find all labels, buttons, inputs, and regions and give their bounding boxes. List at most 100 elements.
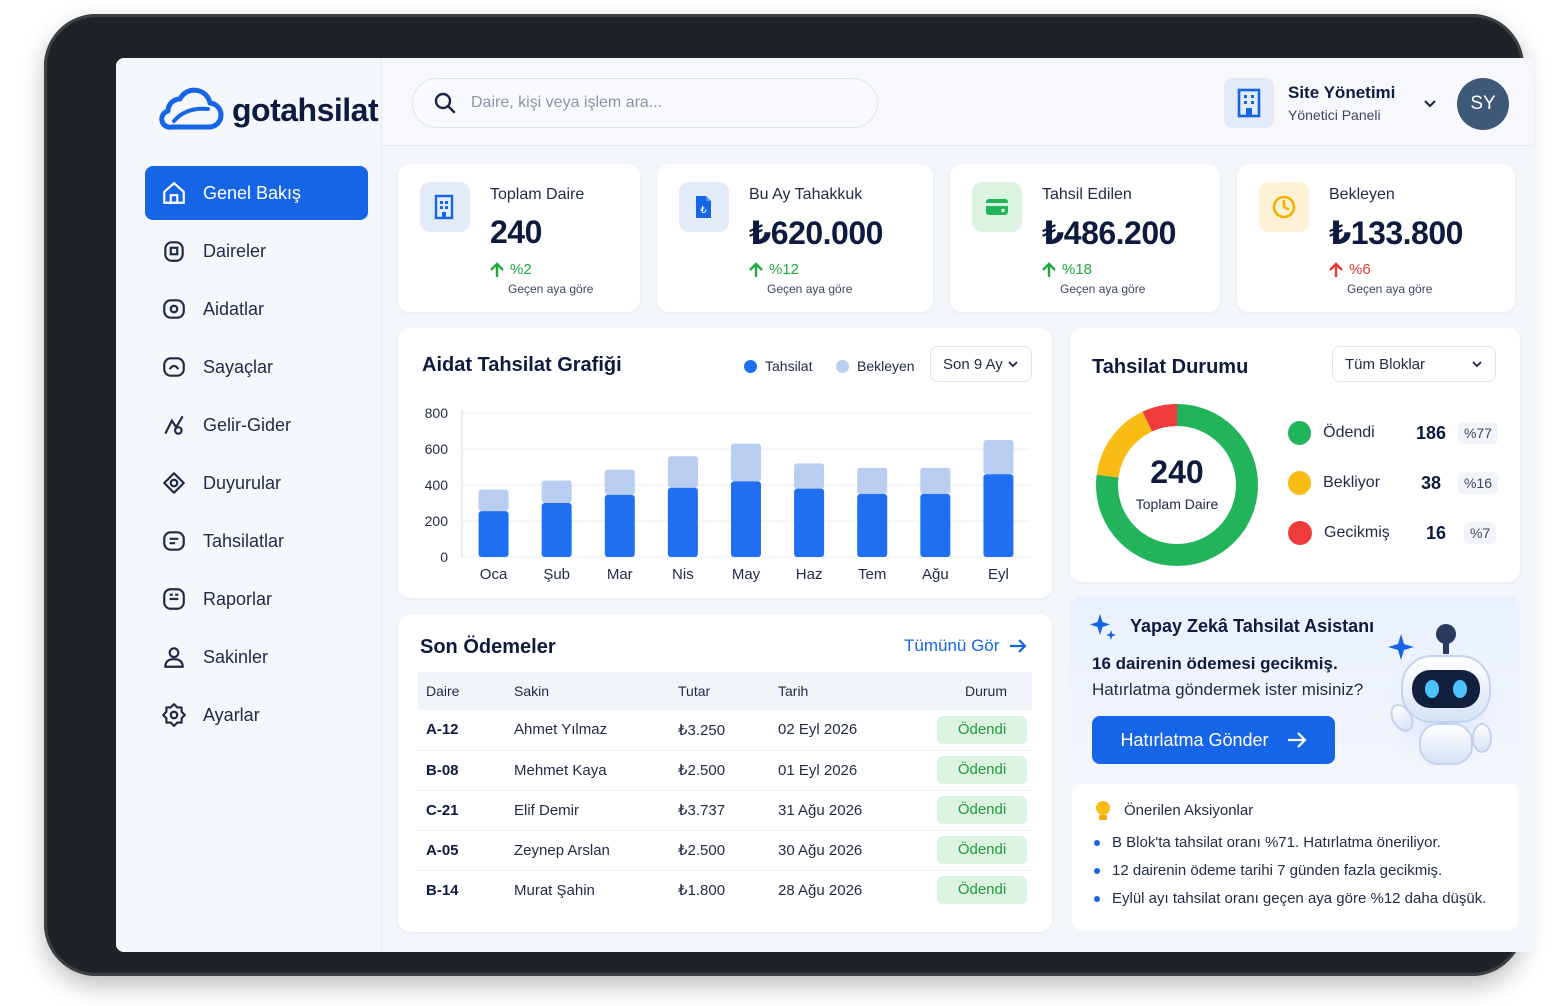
status-percent: %7 bbox=[1464, 522, 1497, 544]
building-icon bbox=[1224, 78, 1274, 128]
sparkle-icon bbox=[1090, 614, 1116, 640]
table-row[interactable]: A-05 Zeynep Arslan ₺2.500 30 Ağu 2026 Öd… bbox=[418, 830, 1032, 871]
y-tick-label: 800 bbox=[425, 405, 449, 421]
robot-icon bbox=[1378, 624, 1506, 770]
table-header-cell[interactable]: Daire bbox=[418, 672, 506, 710]
status-count: 186 bbox=[1415, 422, 1447, 443]
search-input[interactable] bbox=[471, 94, 851, 112]
cell-amount: ₺1.800 bbox=[678, 882, 726, 900]
stat-value: ₺620.000 bbox=[749, 215, 883, 251]
gear-icon bbox=[162, 703, 186, 727]
sidebar-item-genel-bak-[interactable]: Genel Bakış bbox=[145, 166, 368, 220]
x-tick-label: Nis bbox=[672, 566, 694, 583]
x-tick-label: Tem bbox=[858, 566, 886, 583]
cell-resident: Murat Şahin bbox=[514, 881, 595, 899]
table-header-cell[interactable]: Tarih bbox=[770, 672, 932, 710]
bar-pending bbox=[667, 456, 698, 488]
megaphone-icon bbox=[163, 472, 185, 494]
cell-date: 02 Eyl 2026 bbox=[770, 710, 932, 751]
sidebar-item-ayarlar[interactable]: Ayarlar bbox=[145, 688, 368, 742]
arrow-up-icon bbox=[490, 261, 504, 277]
x-tick-label: Haz bbox=[796, 566, 823, 583]
arrow-right-icon bbox=[1287, 732, 1307, 748]
cell-amount: ₺3.737 bbox=[670, 790, 770, 831]
payments-title: Son Ödemeler bbox=[420, 636, 556, 658]
sidebar-item-label: Sayaçlar bbox=[203, 356, 274, 377]
status-dot bbox=[1288, 521, 1312, 545]
cell-resident: Mehmet Kaya bbox=[506, 750, 670, 791]
sidebar-item-label: Duyurular bbox=[203, 472, 282, 493]
stat-card: Bekleyen ₺133.800 %6 Geçen aya göre bbox=[1237, 164, 1515, 312]
status-row: Bekliyor 38 %16 bbox=[1288, 468, 1498, 498]
send-reminder-button[interactable]: Hatırlatma Gönder bbox=[1092, 716, 1335, 764]
cell-date: 31 Ağu 2026 bbox=[770, 790, 932, 831]
table-header-row: Daire Sakin Tutar Tarih Durum bbox=[418, 672, 1032, 710]
status-badge: Ödendi bbox=[937, 876, 1027, 905]
table-row[interactable]: C-21 Elif Demir ₺3.737 31 Ağu 2026 Ödend… bbox=[418, 790, 1032, 831]
legend-collected: Tahsilat bbox=[744, 358, 812, 374]
sidebar-item-aidatlar[interactable]: Aidatlar bbox=[145, 282, 368, 336]
view-all-link[interactable]: Tümünü Gör bbox=[904, 636, 1027, 656]
sidebar-item-gelir-gider[interactable]: Gelir-Gider bbox=[145, 398, 368, 452]
org-switcher[interactable]: Site Yönetimi Yönetici Paneli bbox=[1224, 78, 1437, 128]
ai-headline: 16 dairenin ödemesi gecikmiş. bbox=[1092, 654, 1338, 673]
lightbulb-icon bbox=[1096, 801, 1110, 820]
cell-status: Ödendi bbox=[932, 750, 1032, 791]
stat-change: %12 bbox=[749, 261, 799, 278]
table-header-cell[interactable]: Tutar bbox=[670, 672, 770, 710]
stat-icon-bg bbox=[1259, 182, 1309, 232]
status-title: Tahsilat Durumu bbox=[1092, 356, 1249, 378]
block-filter-value: Tüm Bloklar bbox=[1345, 355, 1426, 373]
sidebar-item-daireler[interactable]: Daireler bbox=[145, 224, 368, 278]
stat-label: Bekleyen bbox=[1329, 186, 1395, 203]
sidebar-item-sakinler[interactable]: Sakinler bbox=[145, 630, 368, 684]
cell-status: Ödendi bbox=[932, 830, 1032, 871]
bar-collected bbox=[478, 511, 509, 557]
stat-value: ₺486.200 bbox=[1042, 215, 1176, 251]
bar-collected bbox=[667, 487, 698, 557]
sidebar-item-raporlar[interactable]: Raporlar bbox=[145, 572, 368, 626]
avatar[interactable]: SY bbox=[1457, 78, 1509, 130]
sidebar-item-label: Raporlar bbox=[203, 588, 273, 609]
suggestion-item: 12 dairenin ödeme tarihi 7 günden fazla … bbox=[1094, 862, 1442, 879]
status-label: Gecikmiş bbox=[1324, 524, 1390, 541]
invoice-icon: ₺ bbox=[696, 196, 711, 218]
y-tick-label: 400 bbox=[425, 477, 449, 493]
table-header-cell[interactable]: Sakin bbox=[506, 672, 670, 710]
legend-collected-label: Tahsilat bbox=[765, 358, 813, 374]
bar-pending bbox=[794, 463, 825, 489]
search-icon bbox=[434, 92, 456, 114]
sidebar-item-tahsilatlar[interactable]: Tahsilatlar bbox=[145, 514, 368, 568]
app-screen: gotahsilat Genel Bakış Daireler Aidatlar Sa… bbox=[116, 58, 1534, 952]
tablet-frame: gotahsilat Genel Bakış Daireler Aidatlar Sa… bbox=[44, 14, 1534, 976]
table-header-cell[interactable]: Durum bbox=[932, 672, 1032, 710]
stat-compare: Geçen aya göre bbox=[1347, 282, 1433, 296]
money-icon bbox=[163, 299, 185, 319]
table-row[interactable]: B-08 Mehmet Kaya ₺2.500 01 Eyl 2026 Öden… bbox=[418, 750, 1032, 791]
bar-collected bbox=[794, 488, 825, 557]
suggestions-panel: Önerilen Aksiyonlar B Blok'ta tahsilat o… bbox=[1072, 784, 1518, 930]
sidebar-item-duyurular[interactable]: Duyurular bbox=[145, 456, 368, 510]
brand-logo[interactable]: gotahsilat bbox=[156, 86, 379, 134]
table-row[interactable]: B-14 Murat Şahin ₺1.800 28 Ağu 2026 Öden… bbox=[418, 870, 1032, 910]
x-tick-label: Şub bbox=[543, 566, 570, 583]
user-icon bbox=[164, 647, 184, 668]
block-filter-select[interactable]: Tüm Bloklar bbox=[1332, 346, 1496, 382]
stat-compare: Geçen aya göre bbox=[508, 282, 594, 296]
stat-change-value: %12 bbox=[769, 261, 800, 278]
status-badge: Ödendi bbox=[937, 836, 1027, 864]
status-card: Tahsilat Durumu Tüm Bloklar 240 Toplam D… bbox=[1070, 328, 1520, 582]
period-value: Son 9 Ay bbox=[943, 355, 1003, 373]
cell-resident: Zeynep Arslan bbox=[506, 830, 670, 871]
period-select[interactable]: Son 9 Ay bbox=[930, 346, 1032, 382]
payments-table: Daire Sakin Tutar Tarih Durum A-12 Ahmet Yıl… bbox=[418, 672, 1032, 910]
stat-change-value: %18 bbox=[1062, 261, 1093, 278]
suggestions-title: Önerilen Aksiyonlar bbox=[1124, 802, 1254, 819]
search-box[interactable] bbox=[412, 78, 878, 128]
sidebar-item-saya-lar[interactable]: Sayaçlar bbox=[145, 340, 368, 394]
status-percent: %77 bbox=[1457, 422, 1498, 444]
ai-assistant-card: Yapay Zekâ Tahsilat Asistanı 16 dairenin… bbox=[1070, 596, 1520, 932]
legend-pending: Bekleyen bbox=[836, 358, 915, 374]
bar-pending bbox=[920, 467, 951, 494]
table-row[interactable]: A-12 Ahmet Yılmaz ₺3.250 02 Eyl 2026 Öde… bbox=[418, 710, 1032, 751]
